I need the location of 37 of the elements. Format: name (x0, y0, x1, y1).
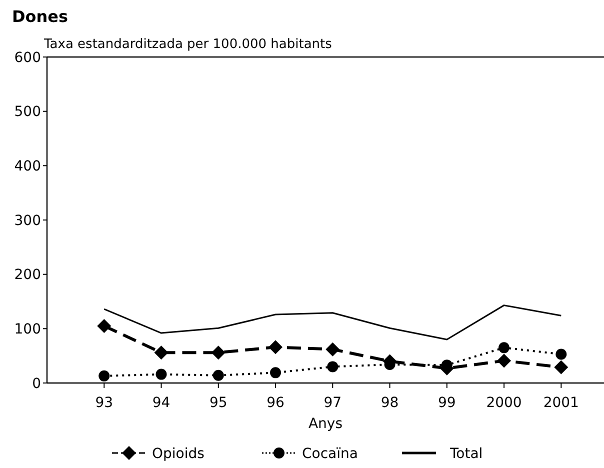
line-series (103, 304, 562, 340)
point (326, 342, 340, 356)
point (211, 346, 226, 360)
point (268, 340, 283, 354)
legend-label: Total (449, 446, 483, 462)
y-tick-label: 400 (14, 158, 41, 175)
point (98, 370, 110, 382)
point (554, 360, 568, 374)
x-tick-label: 93 (95, 395, 114, 411)
point (556, 348, 567, 360)
x-tick-label: 96 (266, 395, 285, 411)
x-tick-label: 98 (380, 395, 399, 411)
legend-label: Cocaïna (302, 446, 358, 462)
x-tick-label: 95 (209, 395, 228, 411)
x-tick-label: 94 (152, 395, 170, 411)
point (497, 354, 512, 368)
y-tick-label: 200 (14, 267, 41, 284)
point (212, 370, 224, 381)
point (97, 318, 112, 333)
chart-title: Dones (12, 7, 68, 26)
x-tick-label: 97 (324, 395, 342, 411)
legend-label: Opioids (152, 446, 204, 462)
y-tick-label: 300 (14, 212, 41, 229)
x-tick-label: 2000 (486, 395, 522, 411)
x-axis-title: Anys (308, 416, 343, 432)
y-axis-title: Taxa estandarditzada per 100.000 habitants (43, 37, 332, 52)
y-tick-label: 500 (14, 104, 41, 120)
y-tick-label: 600 (14, 50, 41, 66)
point (156, 368, 167, 380)
y-tick-label: 100 (14, 322, 41, 338)
point (498, 342, 510, 354)
x-tick-label: 2001 (543, 395, 579, 411)
point (327, 361, 338, 372)
x-tick-label: 99 (438, 395, 456, 411)
point (270, 367, 282, 378)
point (154, 346, 168, 360)
y-tick-label: 0 (32, 376, 41, 392)
